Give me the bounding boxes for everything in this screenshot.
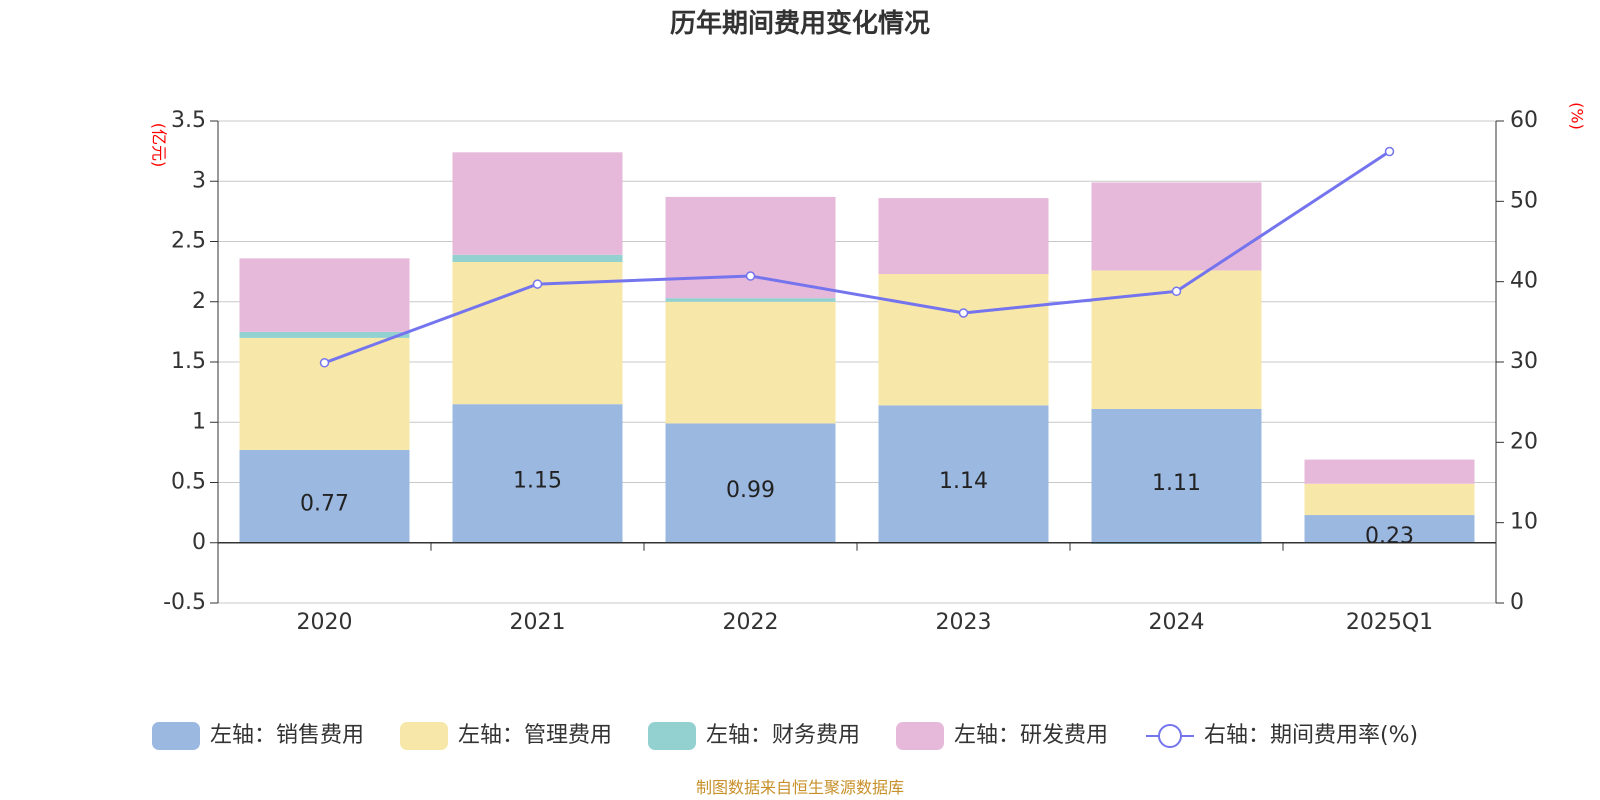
rate-point [319, 358, 330, 368]
right-axis-unit: (%) [1568, 102, 1587, 130]
bar-segment [452, 254, 623, 262]
bar-segment [452, 152, 623, 255]
bar-segment [1304, 483, 1475, 516]
bar-segment [1091, 408, 1262, 543]
bar-segment [878, 198, 1049, 275]
chart-title: 历年期间费用变化情况 [670, 8, 930, 39]
bar-segment [1304, 515, 1475, 543]
right-axis-tick-label: 30 [1510, 349, 1538, 374]
x-axis-category-label: 2025Q1 [1346, 610, 1433, 635]
data-label-layer: 0.77 1.15 0.99 1.14 1.11 0.23 [300, 468, 1414, 548]
legend-label: 左轴：研发费用 [954, 723, 1108, 748]
left-axis-tick-label: 1.5 [171, 349, 206, 374]
bar-segment [1304, 459, 1475, 484]
right-axis-tick-label: 10 [1510, 510, 1538, 535]
bar-segment [665, 298, 836, 302]
legend-swatch [896, 722, 944, 750]
rate-point [532, 279, 543, 289]
legend-label: 左轴：管理费用 [458, 723, 612, 748]
bar-segment [239, 331, 410, 338]
right-axis-tick-label: 40 [1510, 269, 1538, 294]
source-note: 制图数据来自恒生聚源数据库 [696, 778, 904, 797]
bar-segment [665, 301, 836, 424]
left-axis-tick-label: 3.5 [171, 108, 206, 133]
left-axis-unit: (亿元) [150, 123, 169, 168]
left-axis-tick-label: 2.5 [171, 229, 206, 254]
bar-segment [239, 337, 410, 450]
rate-point [1171, 286, 1182, 297]
bar-segment [239, 449, 410, 543]
bar-layer [239, 152, 1475, 544]
left-axis-tick-label: 0 [192, 530, 206, 555]
legend-swatch [152, 722, 200, 750]
left-axis-tick-label: 3 [192, 168, 206, 193]
bar-segment [239, 258, 410, 332]
bar-segment [1091, 182, 1262, 271]
x-axis-category-label: 2023 [936, 610, 992, 635]
bar-data-label: 1.14 [939, 469, 988, 494]
bar-segment [665, 423, 836, 543]
x-axis-category-label: 2021 [510, 610, 566, 635]
bar-segment [452, 404, 623, 543]
x-axis-category-label: 2024 [1149, 610, 1205, 635]
right-axis-tick-label: 0 [1510, 590, 1524, 615]
legend: 左轴：销售费用 左轴：管理费用 左轴：财务费用 左轴：研发费用 右轴：期间费用率(%) [152, 722, 1418, 750]
left-axis-tick-label: 1 [192, 409, 206, 434]
left-axis-tick-label: 2 [192, 289, 206, 314]
right-axis-tick-label: 20 [1510, 429, 1538, 454]
bar-data-label: 0.23 [1365, 524, 1414, 549]
x-axis-category-label: 2022 [723, 610, 779, 635]
bar-segment [665, 196, 836, 299]
rate-point [745, 271, 756, 281]
rate-line-layer [319, 146, 1395, 368]
rate-line [323, 150, 1391, 365]
bar-data-label: 0.77 [300, 491, 349, 516]
legend-label: 左轴：销售费用 [210, 723, 364, 748]
legend-label: 左轴：财务费用 [706, 723, 860, 748]
bar-data-label: 1.15 [513, 468, 562, 493]
rate-point [958, 308, 969, 318]
bar-data-label: 0.99 [726, 478, 775, 503]
legend-marker [1158, 724, 1182, 748]
right-axis-tick-label: 60 [1510, 108, 1538, 133]
right-axis-tick-label: 50 [1510, 188, 1538, 213]
legend-swatch [648, 722, 696, 750]
bar-segment [878, 274, 1049, 406]
legend-label: 右轴：期间费用率(%) [1204, 723, 1418, 748]
left-axis-tick-label: -0.5 [163, 590, 206, 615]
x-axis-category-label: 2020 [297, 610, 353, 635]
bar-data-label: 1.11 [1152, 471, 1201, 496]
grid-lines [218, 120, 1496, 604]
left-axis-tick-label: 0.5 [171, 470, 206, 495]
legend-swatch [400, 722, 448, 750]
rate-point [1384, 146, 1395, 157]
axes-layer: -0.5 0 0.5 1 1.5 2 2.5 3 3.5 0 10 20 30 40 50 60 2020 202… [163, 108, 1538, 635]
bar-segment [878, 405, 1049, 543]
